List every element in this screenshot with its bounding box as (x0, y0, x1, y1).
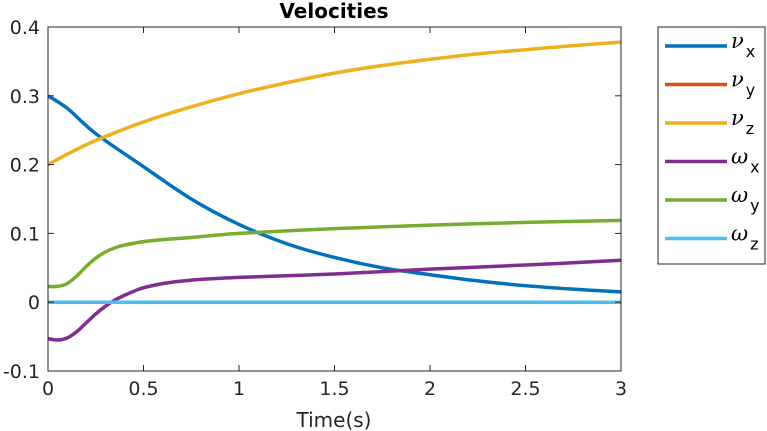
x-tick-label: 2.5 (510, 378, 540, 400)
legend: ν xν yν zω xω yω z (657, 26, 766, 265)
y-tick-label: 0.3 (10, 86, 40, 108)
x-tick-label: 0.5 (128, 378, 158, 400)
x-tick-label: 2 (424, 378, 436, 400)
series-layer (47, 40, 622, 342)
series-line-νx (47, 94, 622, 294)
y-tick-label: 0.2 (10, 155, 40, 177)
y-tick-label: 0.1 (10, 223, 40, 245)
plot-background (48, 27, 621, 371)
chart-title: Velocities (279, 0, 388, 23)
x-axis-ticks: 0 0.5 1 1.5 2 2.5 3 (42, 27, 627, 400)
y-tick-label: 0 (28, 292, 40, 314)
series-line-ωx (47, 258, 622, 342)
series-line-ωy (47, 218, 622, 289)
y-axis-ticks: -0.1 0 0.1 0.2 0.3 0.4 (3, 17, 621, 383)
legend-box (657, 26, 766, 265)
x-tick-label: 1.5 (319, 378, 349, 400)
x-tick-label: 0 (42, 378, 54, 400)
x-tick-label: 3 (615, 378, 627, 400)
x-tick-label: 1 (233, 378, 245, 400)
series-line-νz (47, 40, 622, 167)
y-tick-label: -0.1 (3, 361, 40, 383)
y-tick-label: 0.4 (10, 17, 40, 39)
x-axis-label: Time(s) (296, 408, 372, 431)
